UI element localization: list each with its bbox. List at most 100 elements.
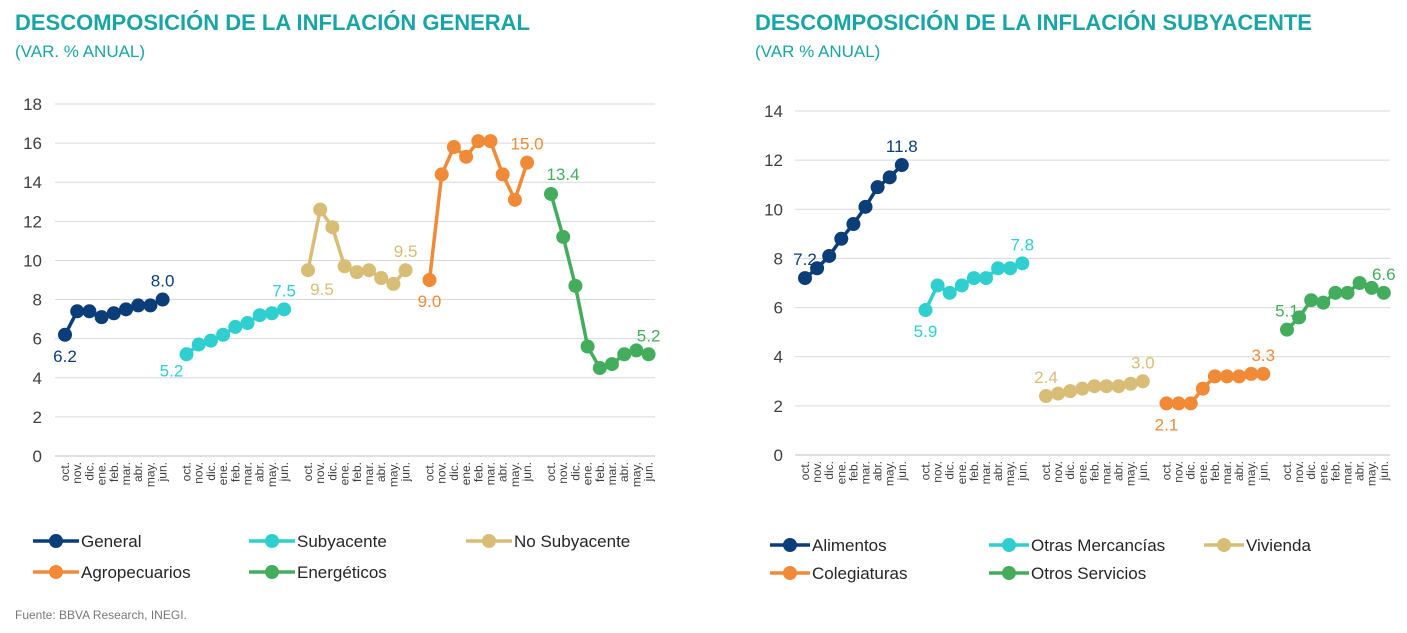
data-point bbox=[1195, 381, 1210, 396]
x-tick-label: oct. bbox=[180, 462, 194, 481]
data-label: 2.1 bbox=[1155, 415, 1179, 434]
data-label: 5.2 bbox=[160, 361, 184, 380]
x-tick-label: dic. bbox=[822, 461, 836, 480]
x-tick-label: ene. bbox=[1316, 461, 1330, 484]
x-tick-label: nov. bbox=[313, 462, 327, 484]
y-tick-label: 0 bbox=[774, 446, 783, 465]
data-label: 2.4 bbox=[1034, 368, 1058, 387]
data-point bbox=[1292, 310, 1307, 325]
legend-label: Energéticos bbox=[297, 563, 387, 582]
data-point bbox=[1039, 389, 1053, 404]
data-point bbox=[374, 271, 389, 286]
data-point bbox=[544, 186, 558, 201]
data-point bbox=[641, 347, 656, 362]
x-tick-label: dic. bbox=[204, 462, 218, 481]
legend-label: Subyacente bbox=[297, 532, 387, 551]
x-tick-label: nov. bbox=[1051, 461, 1065, 483]
data-point bbox=[930, 278, 945, 293]
x-tick-label: may. bbox=[1003, 461, 1017, 486]
data-point bbox=[1244, 366, 1259, 381]
data-point bbox=[991, 261, 1006, 276]
x-tick-label: jun. bbox=[642, 462, 656, 482]
data-point bbox=[1135, 374, 1150, 389]
data-point bbox=[846, 217, 861, 232]
y-tick-label: 4 bbox=[33, 369, 42, 388]
data-point bbox=[1352, 276, 1367, 290]
x-tick-label: mar. bbox=[1220, 461, 1234, 484]
data-point bbox=[471, 134, 486, 149]
data-point bbox=[483, 134, 498, 149]
data-label: 6.2 bbox=[53, 347, 77, 366]
x-tick-label: abr. bbox=[253, 462, 267, 482]
x-tick-label: mar. bbox=[119, 462, 133, 485]
data-label: 7.5 bbox=[272, 281, 296, 300]
data-point bbox=[918, 303, 933, 318]
data-point bbox=[1316, 295, 1331, 310]
x-tick-label: may. bbox=[386, 462, 400, 487]
data-point bbox=[1183, 396, 1198, 411]
data-point bbox=[94, 310, 109, 325]
data-label: 11.8 bbox=[886, 137, 918, 156]
data-point bbox=[1123, 376, 1138, 391]
x-tick-label: jun. bbox=[1136, 461, 1150, 481]
x-tick-label: feb. bbox=[1208, 461, 1222, 481]
x-tick-label: ene. bbox=[1075, 461, 1089, 484]
x-tick-label: dic. bbox=[1184, 461, 1198, 480]
data-point bbox=[979, 271, 993, 286]
x-tick-label: oct. bbox=[919, 461, 933, 480]
legend-swatch-marker bbox=[783, 566, 797, 580]
data-point bbox=[1376, 285, 1391, 300]
legend-label: No Subyacente bbox=[514, 532, 630, 551]
x-tick-label: abr. bbox=[374, 462, 388, 482]
x-tick-label: may. bbox=[508, 462, 522, 487]
data-point bbox=[1328, 285, 1343, 300]
data-point bbox=[495, 167, 510, 182]
x-tick-label: feb. bbox=[593, 462, 607, 482]
data-point bbox=[810, 261, 825, 276]
x-tick-label: abr. bbox=[496, 462, 510, 482]
x-tick-label: oct. bbox=[798, 461, 812, 480]
data-point bbox=[942, 285, 957, 300]
x-tick-label: dic. bbox=[1063, 461, 1077, 480]
data-label: 7.8 bbox=[1010, 235, 1034, 254]
data-point bbox=[1304, 293, 1319, 308]
legend-swatch-marker bbox=[783, 538, 797, 552]
source-note: Fuente: BBVA Research, INEGI. bbox=[15, 608, 187, 622]
legend-swatch-marker bbox=[482, 534, 496, 548]
y-tick-label: 12 bbox=[764, 151, 783, 170]
x-tick-label: mar. bbox=[605, 462, 619, 485]
data-point bbox=[131, 298, 146, 313]
x-tick-label: jun. bbox=[399, 462, 413, 482]
data-point bbox=[203, 333, 218, 348]
data-point bbox=[870, 180, 885, 195]
data-point bbox=[70, 304, 85, 319]
x-tick-label: may. bbox=[629, 462, 643, 487]
y-tick-label: 8 bbox=[774, 249, 783, 268]
data-point bbox=[252, 308, 267, 323]
data-point bbox=[798, 271, 812, 286]
legend-swatch-marker bbox=[265, 534, 279, 548]
data-point bbox=[1003, 261, 1018, 276]
data-point bbox=[629, 343, 644, 358]
data-point bbox=[1171, 396, 1186, 411]
data-point bbox=[264, 306, 279, 321]
data-point bbox=[58, 327, 72, 342]
x-tick-label: jun. bbox=[156, 462, 170, 482]
data-point bbox=[228, 319, 243, 334]
x-tick-label: nov. bbox=[810, 461, 824, 483]
x-tick-label: abr. bbox=[131, 462, 145, 482]
x-tick-label: abr. bbox=[871, 461, 885, 481]
x-tick-label: nov. bbox=[435, 462, 449, 484]
data-label: 6.6 bbox=[1372, 265, 1396, 284]
x-tick-label: jun. bbox=[277, 462, 291, 482]
data-point bbox=[459, 149, 474, 164]
chart-2-subtitle: (VAR % ANUAL) bbox=[755, 42, 881, 61]
data-point bbox=[954, 278, 969, 293]
x-tick-label: feb. bbox=[846, 461, 860, 481]
x-tick-label: may. bbox=[883, 461, 897, 486]
data-point bbox=[605, 357, 619, 372]
data-label: 9.0 bbox=[418, 292, 442, 311]
y-tick-label: 14 bbox=[764, 102, 783, 121]
y-tick-label: 10 bbox=[23, 251, 42, 270]
x-tick-label: ene. bbox=[955, 461, 969, 484]
